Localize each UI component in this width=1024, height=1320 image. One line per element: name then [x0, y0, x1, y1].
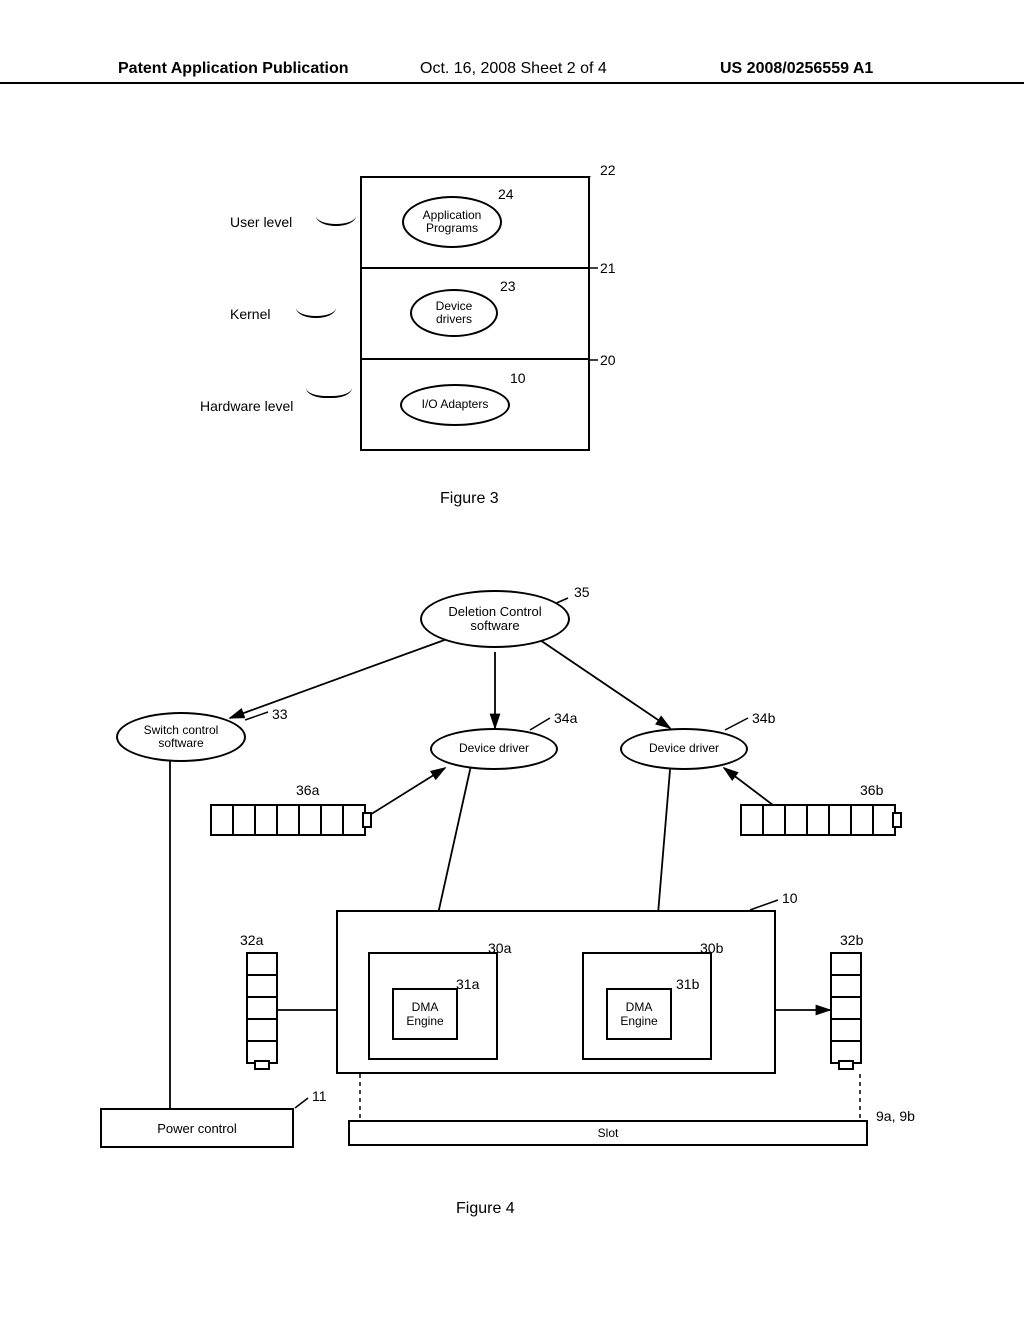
- deletion-label: Deletion Control software: [448, 605, 541, 634]
- n30b: 30b: [700, 940, 723, 956]
- n31b: 31b: [676, 976, 699, 992]
- queue-32a: [246, 952, 278, 1082]
- n36a: 36a: [296, 782, 319, 798]
- switch-label: Switch control software: [144, 724, 219, 750]
- drivers-ellipse: Device drivers: [410, 289, 498, 337]
- n10-f4: 10: [782, 890, 798, 906]
- n31a: 31a: [456, 976, 479, 992]
- user-level-label: User level: [230, 214, 292, 230]
- dma-a: DMA Engine: [392, 988, 458, 1040]
- fig3-caption: Figure 3: [440, 490, 499, 508]
- dd-b-ellipse: Device driver: [620, 728, 748, 770]
- dd-b-label: Device driver: [649, 742, 719, 755]
- app-label: Application Programs: [423, 209, 482, 235]
- n10: 10: [510, 370, 526, 386]
- io-ellipse: I/O Adapters: [400, 384, 510, 426]
- dma-a-label: DMA Engine: [406, 1000, 443, 1028]
- dma-b-label: DMA Engine: [620, 1000, 657, 1028]
- dma-b: DMA Engine: [606, 988, 672, 1040]
- n23: 23: [500, 278, 516, 294]
- hdr-mid: Oct. 16, 2008 Sheet 2 of 4: [420, 60, 607, 78]
- n30a: 30a: [488, 940, 511, 956]
- hdr-right: US 2008/0256559 A1: [720, 60, 873, 78]
- deletion-ellipse: Deletion Control software: [420, 590, 570, 648]
- header-rule: Patent Application Publication Oct. 16, …: [0, 82, 1024, 108]
- n21: 21: [600, 260, 616, 276]
- figure-3: Application Programs Device drivers I/O …: [360, 176, 590, 454]
- app-ellipse: Application Programs: [402, 196, 502, 248]
- power-control: Power control: [100, 1108, 294, 1148]
- curve-hw: [306, 384, 352, 398]
- dd-a-ellipse: Device driver: [430, 728, 558, 770]
- n24: 24: [498, 186, 514, 202]
- io-label: I/O Adapters: [422, 398, 489, 411]
- queue-36b: [740, 804, 900, 836]
- n35: 35: [574, 584, 590, 600]
- fig4-caption: Figure 4: [456, 1200, 515, 1218]
- n32b: 32b: [840, 932, 863, 948]
- n34b: 34b: [752, 710, 775, 726]
- n20: 20: [600, 352, 616, 368]
- curve-kernel: [296, 304, 336, 318]
- page: Patent Application Publication Oct. 16, …: [0, 0, 1024, 1320]
- queue-32b: [830, 952, 862, 1082]
- slot-label: Slot: [598, 1126, 619, 1140]
- switch-ellipse: Switch control software: [116, 712, 246, 762]
- dd-a-label: Device driver: [459, 742, 529, 755]
- curve-user: [316, 212, 356, 226]
- n33: 33: [272, 706, 288, 722]
- kernel-label: Kernel: [230, 306, 270, 322]
- n34a: 34a: [554, 710, 577, 726]
- slot: Slot: [348, 1120, 868, 1146]
- drivers-label: Device drivers: [436, 300, 473, 326]
- figure-4: Deletion Control software 35 Switch cont…: [100, 590, 930, 1190]
- power-label: Power control: [157, 1121, 236, 1136]
- hardware-label: Hardware level: [200, 398, 293, 414]
- n11: 11: [312, 1088, 327, 1104]
- n22: 22: [600, 162, 616, 178]
- n36b: 36b: [860, 782, 883, 798]
- queue-36a: [210, 804, 370, 836]
- n9: 9a, 9b: [876, 1108, 915, 1124]
- n32a: 32a: [240, 932, 263, 948]
- fig4-arrows: [100, 590, 930, 1190]
- hdr-left: Patent Application Publication: [118, 60, 349, 78]
